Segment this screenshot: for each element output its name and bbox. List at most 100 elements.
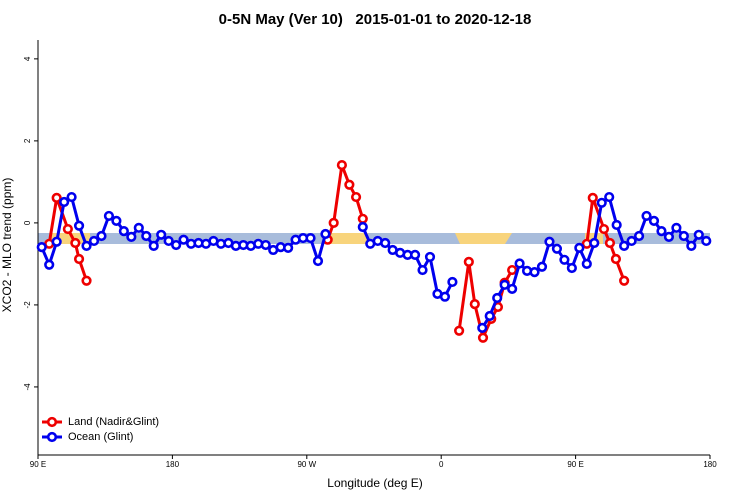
series-line	[47, 163, 626, 340]
data-point	[701, 235, 712, 247]
data-point	[312, 255, 324, 267]
x-tick-label: 90 W	[297, 460, 316, 469]
data-point	[514, 258, 525, 269]
data-point	[163, 235, 174, 247]
y-axis-label: XCO2 - MLO trend (ppm)	[0, 178, 14, 313]
data-point	[36, 241, 47, 253]
x-tick-label: 180	[703, 460, 717, 469]
data-point	[283, 242, 294, 254]
data-point	[484, 310, 495, 322]
data-point	[344, 179, 355, 190]
data-point	[589, 237, 600, 249]
data-point	[507, 264, 518, 276]
data-point	[417, 264, 428, 276]
x-tick-label: 90 E	[567, 460, 583, 469]
data-point	[118, 225, 129, 237]
data-point	[678, 230, 689, 242]
data-point	[81, 275, 92, 286]
data-point	[671, 222, 682, 233]
data-point	[141, 230, 152, 242]
legend-label: Land (Nadir&Glint)	[68, 416, 159, 428]
data-point	[439, 291, 451, 302]
data-point	[409, 249, 421, 260]
data-point	[96, 230, 107, 242]
data-point	[596, 197, 607, 208]
data-point	[357, 213, 368, 224]
data-point	[328, 217, 339, 228]
y-tick-label: -4	[23, 383, 32, 391]
data-point	[641, 210, 652, 222]
x-tick-label: 90 E	[30, 460, 46, 469]
data-point	[103, 210, 115, 222]
data-point	[587, 192, 598, 203]
data-point	[447, 276, 458, 288]
data-point	[148, 240, 159, 251]
series-line	[40, 195, 708, 329]
data-point	[611, 219, 622, 231]
data-point	[604, 191, 615, 203]
data-point	[73, 253, 85, 265]
data-point	[66, 191, 77, 203]
data-point	[610, 253, 622, 265]
x-tick-label: 0	[439, 460, 444, 469]
data-point	[619, 240, 630, 251]
land-band	[455, 233, 512, 244]
data-point	[551, 243, 563, 254]
data-point	[126, 231, 137, 242]
legend-marker	[46, 431, 58, 443]
data-point	[559, 254, 570, 265]
x-axis-label: Longitude (deg E)	[327, 476, 422, 490]
data-point	[648, 215, 660, 226]
data-point	[88, 235, 100, 247]
data-point	[44, 259, 55, 270]
data-point	[477, 332, 489, 343]
data-point	[350, 191, 362, 203]
data-point	[626, 235, 637, 247]
y-tick-label: 4	[23, 56, 32, 61]
data-point	[536, 261, 548, 272]
data-point	[686, 240, 697, 251]
data-point	[70, 237, 81, 249]
chart-title: 0-5N May (Ver 10) 2015-01-01 to 2020-12-…	[219, 11, 532, 28]
data-point	[581, 258, 592, 270]
data-point	[454, 325, 465, 336]
data-point	[656, 225, 667, 237]
data-point	[574, 242, 585, 254]
data-point	[663, 231, 675, 242]
y-tick-label: 0	[23, 220, 32, 225]
data-point	[469, 298, 480, 310]
data-point	[336, 159, 347, 171]
data-point	[111, 215, 122, 226]
data-point	[529, 267, 540, 278]
data-point	[633, 230, 645, 242]
data-point	[73, 220, 85, 231]
data-point	[380, 237, 391, 249]
data-point	[424, 251, 436, 263]
data-point	[507, 283, 518, 295]
data-point	[463, 256, 474, 267]
land-band	[328, 233, 368, 244]
data-point	[62, 223, 73, 235]
data-point	[305, 232, 316, 244]
data-point	[477, 322, 488, 333]
data-point	[59, 196, 70, 208]
x-tick-label: 180	[166, 460, 180, 469]
data-point	[492, 292, 503, 304]
data-point	[178, 234, 189, 245]
data-point	[357, 221, 368, 233]
y-tick-label: 2	[23, 138, 32, 143]
data-point	[133, 222, 144, 233]
data-point	[544, 236, 555, 247]
data-point	[320, 228, 331, 240]
data-point	[51, 192, 62, 203]
data-point	[51, 236, 62, 247]
data-point	[598, 223, 610, 235]
legend-label: Ocean (Glint)	[68, 431, 133, 443]
data-point	[604, 237, 616, 249]
data-point	[260, 239, 271, 251]
y-tick-label: -2	[23, 301, 32, 309]
land-band	[50, 233, 90, 244]
legend-marker	[46, 416, 58, 428]
data-point	[499, 279, 510, 290]
data-point	[156, 229, 167, 240]
